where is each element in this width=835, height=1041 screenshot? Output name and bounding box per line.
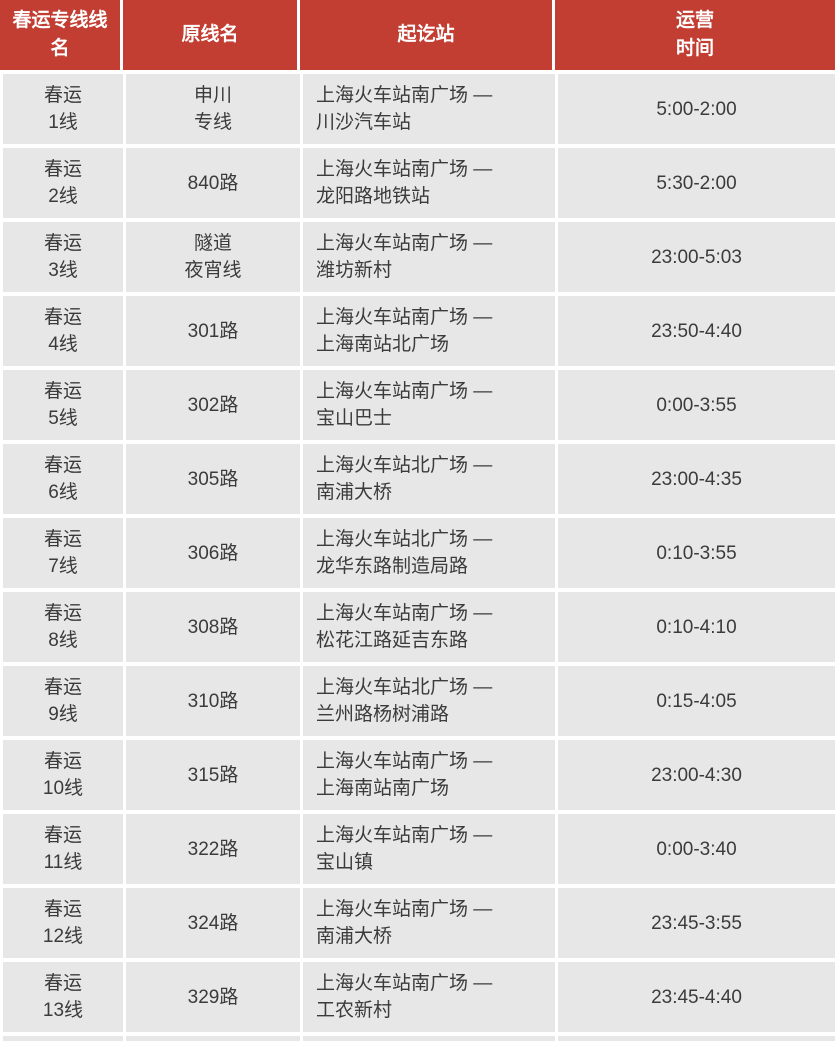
table-row: 春运 1线 申川 专线 上海火车站南广场 — 川沙汽车站 5:00-2:00 xyxy=(0,74,835,148)
cell-hours: 0:10-4:10 xyxy=(558,592,835,662)
cell-route: 上海火车站南广场 — 上海南站北广场 xyxy=(303,296,558,366)
cell-original-line: 315路 xyxy=(126,740,303,810)
cell-hours: 0:00-3:55 xyxy=(558,370,835,440)
table-header-row: 春运专线线 名 原线名 起讫站 运营 时间 xyxy=(0,0,835,74)
cell-original-line: 申川 专线 xyxy=(126,74,303,144)
table-row: 春运 8线 308路 上海火车站南广场 — 松花江路延吉东路 0:10-4:10 xyxy=(0,592,835,666)
cell-hours: 23:00-5:03 xyxy=(558,222,835,292)
cell-original-line: 301路 xyxy=(126,296,303,366)
cell-route: 上海火车站南广场 — 潍坊新村 xyxy=(303,222,558,292)
cell-hours: 23:45-3:55 xyxy=(558,888,835,958)
cell-route: 上海火车站南广场 — 宝山巴士 xyxy=(303,370,558,440)
cell-hours: 0:00-3:40 xyxy=(558,814,835,884)
table-row: 春运 13线 329路 上海火车站南广场 — 工农新村 23:45-4:40 xyxy=(0,962,835,1036)
cell-route: 上海火车站北广场 — 兰州路杨树浦路 xyxy=(303,666,558,736)
cell-original-line: 310路 xyxy=(126,666,303,736)
cell-line-name: 春运 4线 xyxy=(3,296,126,366)
cell-original-line: 隧道 夜宵线 xyxy=(126,222,303,292)
cell-route: 上海火车站南广场 — 川沙汽车站 xyxy=(303,74,558,144)
cell-original-line: 302路 xyxy=(126,370,303,440)
cell-original-line: 322路 xyxy=(126,814,303,884)
cell-line-name: 春运 9线 xyxy=(3,666,126,736)
table-row: 春运 3线 隧道 夜宵线 上海火车站南广场 — 潍坊新村 23:00-5:03 xyxy=(0,222,835,296)
table-row: 春运 5线 302路 上海火车站南广场 — 宝山巴士 0:00-3:55 xyxy=(0,370,835,444)
cell-original-line: 308路 xyxy=(126,592,303,662)
cell-line-name: 春运 7线 xyxy=(3,518,126,588)
cell-route: 上海火车站南广场 — 宝山镇 xyxy=(303,814,558,884)
column-header-route: 起讫站 xyxy=(300,0,555,70)
partial-row xyxy=(0,1036,835,1041)
column-header-original-line: 原线名 xyxy=(123,0,300,70)
cell-line-name: 春运 3线 xyxy=(3,222,126,292)
cell-route: 上海火车站南广场 — 南浦大桥 xyxy=(303,888,558,958)
cell-route: 上海火车站南广场 — 工农新村 xyxy=(303,962,558,1032)
cell-line-name: 春运 12线 xyxy=(3,888,126,958)
cell-hours: 23:00-4:35 xyxy=(558,444,835,514)
table-row: 春运 2线 840路 上海火车站南广场 — 龙阳路地铁站 5:30-2:00 xyxy=(0,148,835,222)
cell-line-name: 春运 2线 xyxy=(3,148,126,218)
cell-line-name: 春运 1线 xyxy=(3,74,126,144)
table-row: 春运 4线 301路 上海火车站南广场 — 上海南站北广场 23:50-4:40 xyxy=(0,296,835,370)
table-body: 春运 1线 申川 专线 上海火车站南广场 — 川沙汽车站 5:00-2:00 春… xyxy=(0,74,835,1036)
cell-route: 上海火车站北广场 — 南浦大桥 xyxy=(303,444,558,514)
cell-hours: 0:10-3:55 xyxy=(558,518,835,588)
cell-line-name: 春运 5线 xyxy=(3,370,126,440)
cell-route: 上海火车站南广场 — 龙阳路地铁站 xyxy=(303,148,558,218)
cell-hours: 23:45-4:40 xyxy=(558,962,835,1032)
column-header-line-name: 春运专线线 名 xyxy=(0,0,123,70)
table-row: 春运 12线 324路 上海火车站南广场 — 南浦大桥 23:45-3:55 xyxy=(0,888,835,962)
table-row: 春运 9线 310路 上海火车站北广场 — 兰州路杨树浦路 0:15-4:05 xyxy=(0,666,835,740)
cell-route: 上海火车站北广场 — 龙华东路制造局路 xyxy=(303,518,558,588)
cell-line-name: 春运 10线 xyxy=(3,740,126,810)
cell-original-line: 329路 xyxy=(126,962,303,1032)
cell-route: 上海火车站南广场 — 上海南站南广场 xyxy=(303,740,558,810)
table-row: 春运 7线 306路 上海火车站北广场 — 龙华东路制造局路 0:10-3:55 xyxy=(0,518,835,592)
cell-hours: 23:50-4:40 xyxy=(558,296,835,366)
cell-original-line: 306路 xyxy=(126,518,303,588)
cell-hours: 5:30-2:00 xyxy=(558,148,835,218)
table-row: 春运 11线 322路 上海火车站南广场 — 宝山镇 0:00-3:40 xyxy=(0,814,835,888)
cell-hours: 0:15-4:05 xyxy=(558,666,835,736)
cell-hours: 5:00-2:00 xyxy=(558,74,835,144)
cell-original-line: 324路 xyxy=(126,888,303,958)
table-row: 春运 10线 315路 上海火车站南广场 — 上海南站南广场 23:00-4:3… xyxy=(0,740,835,814)
cell-line-name: 春运 13线 xyxy=(3,962,126,1032)
column-header-hours: 运营 时间 xyxy=(555,0,835,70)
cell-hours: 23:00-4:30 xyxy=(558,740,835,810)
cell-original-line: 305路 xyxy=(126,444,303,514)
cell-original-line: 840路 xyxy=(126,148,303,218)
cell-route: 上海火车站南广场 — 松花江路延吉东路 xyxy=(303,592,558,662)
table-row: 春运 6线 305路 上海火车站北广场 — 南浦大桥 23:00-4:35 xyxy=(0,444,835,518)
cell-line-name: 春运 8线 xyxy=(3,592,126,662)
cell-line-name: 春运 11线 xyxy=(3,814,126,884)
cell-line-name: 春运 6线 xyxy=(3,444,126,514)
